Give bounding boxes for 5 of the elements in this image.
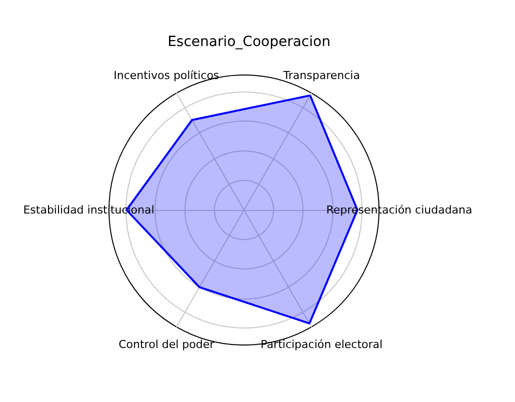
spoke-label: Control del poder [118,338,215,351]
chart-title: Escenario_Cooperacion [168,34,330,50]
spoke-label: Transparencia [282,69,360,82]
spoke-label: Incentivos políticos [114,69,220,82]
spoke-label: Participación electoral [260,338,383,351]
